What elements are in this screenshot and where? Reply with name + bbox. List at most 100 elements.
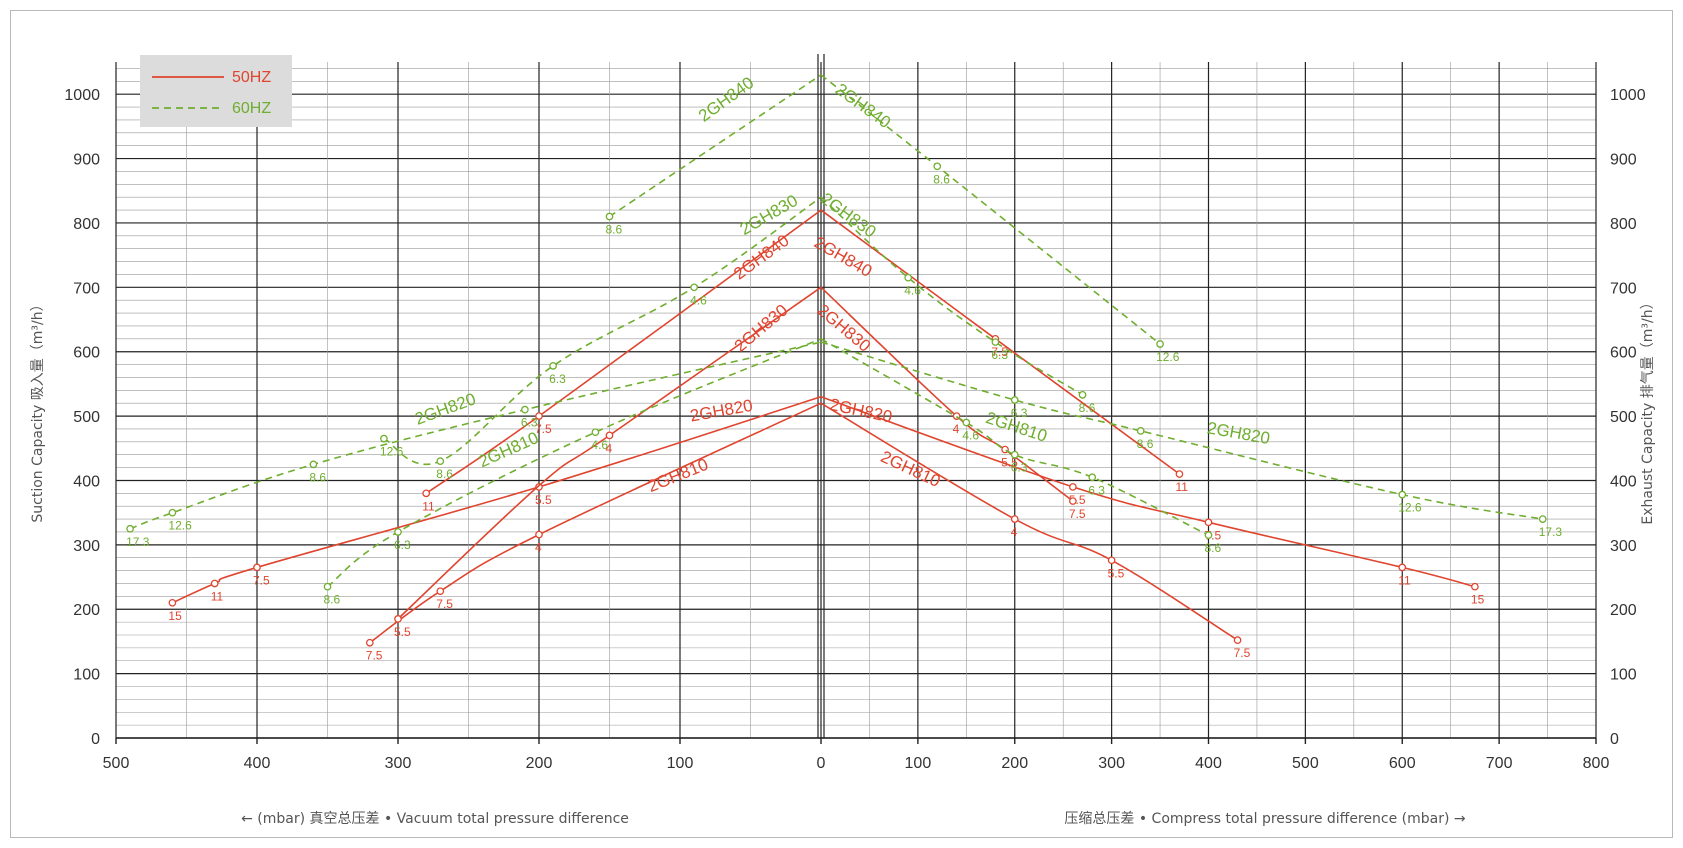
data-point [690,283,698,292]
series-2gh830-50hz-compress: 4 5.5 7.5 [820,286,1086,521]
motor-power-label: 8.6 [436,467,453,481]
y-tick-label-right: 400 [1610,473,1637,490]
motor-power-label: 12.6 [1156,350,1180,364]
y-tick-label-left: 600 [73,345,100,362]
x-tick-label-compress: 800 [1583,755,1610,772]
y-tick-label-left: 900 [73,152,100,169]
series-line [369,402,822,644]
x-tick-label-compress: 400 [1195,755,1222,772]
y-tick-label-left: 800 [73,216,100,233]
data-point [436,457,445,466]
data-point [591,428,600,437]
data-point [1136,427,1145,435]
data-point [309,460,318,469]
motor-power-label: 15 [168,609,182,623]
data-point [535,530,543,539]
motor-power-label: 6.3 [1088,483,1105,497]
series-2gh810-60hz-vacuum: 8.6 6.3 4.6 [324,338,822,607]
motor-power-label: 8.6 [1137,437,1154,451]
motor-power-label: 4.6 [904,284,921,298]
y-tick-label-right: 200 [1610,602,1637,619]
motor-power-label: 17.3 [126,535,150,549]
legend-label-60hz: 60HZ [232,100,271,117]
series-line [820,341,1543,520]
x-tick-label-vacuum: 400 [244,755,271,772]
series-line [820,402,1239,641]
x-tick-label-compress: 700 [1486,755,1513,772]
y-tick-label-right: 0 [1610,731,1619,748]
motor-power-label: 4 [1011,525,1018,539]
motor-power-label: 6.3 [1011,406,1028,420]
motor-power-label: 4 [535,541,542,555]
series-line [397,286,822,620]
motor-power-label: 7.5 [253,573,270,587]
data-point [1107,556,1116,565]
data-point [365,638,374,647]
motor-power-label: 4.6 [962,429,979,443]
motor-power-label: 7.5 [535,422,552,436]
series-2gh820-60hz-compress: 6.3 8.6 12.6 17.3 [820,341,1562,539]
series-2gh830-50hz-vacuum: 5.54 [394,286,822,639]
motor-power-label: 6.3 [1011,461,1028,475]
y-tick-label-right: 900 [1610,152,1637,169]
data-point [1204,518,1213,527]
x-tick-label-vacuum: 500 [103,755,130,772]
series-2gh840-50hz-vacuum: 117.5 [422,209,822,513]
motor-power-label: 11 [1175,480,1188,494]
motor-power-label: 4.6 [690,293,707,307]
series-2gh820-50hz-vacuum: 15 11 7.5 5.5 [168,396,822,623]
data-point [535,483,543,491]
x-tick-label-compress: 500 [1292,755,1319,772]
motor-power-label: 12.6 [380,445,404,459]
motor-power-label: 8.6 [324,593,341,607]
data-point [422,489,431,498]
motor-power-label: 6.3 [991,348,1008,362]
grid [115,54,1597,739]
data-point [168,598,177,607]
x-tick-label-vacuum: 100 [667,755,694,772]
motor-power-label: 7.5 [436,597,453,611]
series-2gh820-60hz-vacuum: 17.3 12.6 8.6 6.3 [126,341,822,549]
series-2gh830-60hz-compress: 4.6 6.3 8.6 [820,196,1096,415]
data-point [436,587,445,596]
data-point [394,615,402,623]
series-2gh810-50hz-vacuum: 7.5 7.5 4 [365,402,822,663]
data-point [962,418,971,427]
y-tick-label-left: 100 [73,667,100,684]
motor-power-label: 6.3 [521,416,538,430]
data-point [168,508,177,517]
data-point [1175,470,1184,478]
motor-power-label: 7.5 [366,649,383,663]
motor-power-label: 4.6 [591,438,608,452]
x-tick-label-compress: 200 [1001,755,1028,772]
series-2gh810-60hz-compress: 4.6 6.3 6.3 8.6 [820,338,1222,555]
y-tick-label-right: 1000 [1610,87,1646,104]
motor-power-label: 7.5 [991,345,1008,359]
y-tick-label-left: 500 [73,409,100,426]
motor-power-label: 7.5 [1234,646,1251,660]
y-tick-label-left: 300 [73,538,100,555]
chart-frame [10,10,1673,838]
data-point [1398,490,1407,499]
series-line [820,74,1161,345]
data-point [210,579,219,588]
x-tick-label-compress: 100 [905,755,932,772]
y-tick-label-left: 700 [73,280,100,297]
y-tick-label-left: 0 [91,731,100,748]
data-point [904,273,913,282]
data-point [991,338,1000,346]
motor-power-label: 8.6 [606,223,623,237]
data-point [1471,582,1479,591]
motor-power-label: 5.5 [1108,566,1125,580]
x-tick-label-vacuum: 0 [817,755,826,772]
x-axis-left-label: ← (mbar) 真空总压差 • Vacuum total pressure d… [241,811,629,827]
series-line [820,338,1209,536]
data-point [535,412,543,420]
motor-power-label: 6.3 [394,538,411,552]
motor-power-label: 15 [1471,593,1485,607]
y-axis-left-label: Suction Capacity 吸入量（m³/h） [30,297,46,522]
y-tick-label-right: 800 [1610,216,1637,233]
data-point [380,434,388,443]
motor-power-label: 11 [211,589,224,603]
